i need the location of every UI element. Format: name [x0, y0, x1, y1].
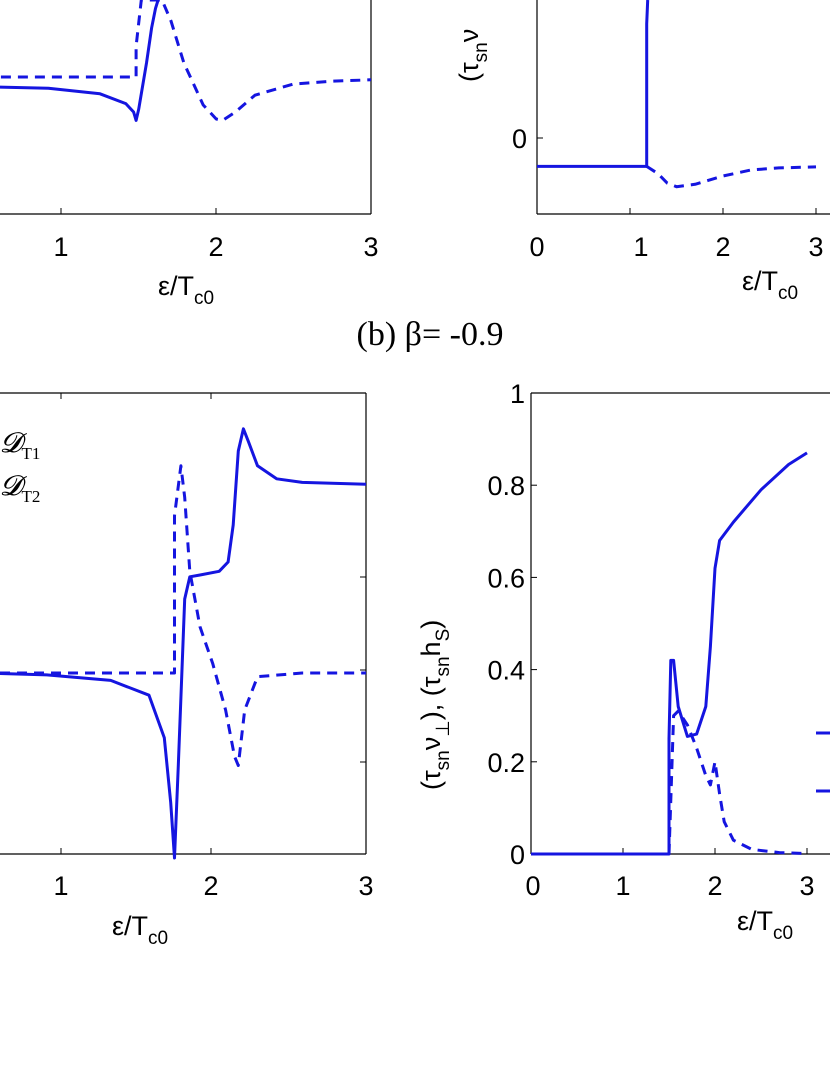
series-line-solid	[537, 0, 650, 168]
xtick-label: 3	[363, 232, 378, 262]
series-line-D_T2	[0, 464, 366, 767]
x-axis-label: ε/Tc0	[742, 266, 798, 304]
legend-label-dt2: 𝓓T2	[0, 471, 40, 506]
xtick-label: 2	[707, 871, 722, 901]
series-line-dashed	[645, 165, 817, 189]
series-group-top-left	[0, 0, 372, 122]
panel-bottom-left: 1 2 3 ε/Tc0 𝓓T1 𝓓T2	[0, 392, 374, 949]
panel-top-right: 0 0 1 2 3 ε/Tc0 (τsnν	[454, 0, 830, 304]
x-axis-label: ε/Tc0	[158, 271, 214, 309]
ytick-label: 0	[510, 840, 525, 870]
xtick-label: 2	[208, 232, 223, 262]
series-group-bottom-left	[0, 427, 367, 860]
x-axis-label: ε/Tc0	[112, 911, 168, 949]
legend-label-dt1: 𝓓T1	[0, 428, 40, 463]
xtick-label: 3	[358, 871, 373, 901]
xtick-label: 1	[53, 871, 68, 901]
xtick-label: 1	[615, 871, 630, 901]
series-group-top-right	[537, 0, 817, 189]
series-line-D_T1	[0, 427, 367, 860]
series-line-dashed	[0, 0, 372, 122]
xtick-label: 3	[799, 871, 814, 901]
xtick-label: 0	[529, 232, 544, 262]
xtick-label: 1	[633, 232, 648, 262]
series-line-solid	[0, 0, 160, 122]
ytick-label: 0.2	[487, 748, 525, 778]
ytick-label: 0	[512, 124, 527, 154]
xtick-label: 1	[53, 232, 68, 262]
series-line-h_S	[667, 709, 808, 855]
xtick-label: 2	[203, 871, 218, 901]
ytick-label: 0.8	[487, 471, 525, 501]
panel-top-left: 1 2 3 ε/Tc0	[0, 0, 379, 309]
y-axis-label: (τsnν⊥), (τsnhS)	[416, 620, 454, 790]
ytick-label: 1	[510, 379, 525, 409]
panel-caption: (b) β= -0.9	[357, 316, 504, 353]
ytick-label: 0.6	[487, 563, 525, 593]
series-group-bottom-right	[531, 451, 808, 856]
ytick-label: 0.4	[487, 656, 525, 686]
y-axis-label: (τsnν	[454, 29, 492, 82]
xtick-label: 2	[715, 232, 730, 262]
x-axis-label: ε/Tc0	[737, 906, 793, 944]
panel-bottom-right: 0 0.2 0.4 0.6 0.8 1 0 1 2 3 ε/Tc0 (τsnν⊥), (τ…	[416, 379, 830, 944]
series-line-nu_perp	[531, 451, 808, 856]
xtick-label: 3	[808, 232, 823, 262]
xtick-label: 0	[525, 871, 540, 901]
ytick-group-bottom-right: 0 0.2 0.4 0.6 0.8 1	[487, 379, 537, 870]
